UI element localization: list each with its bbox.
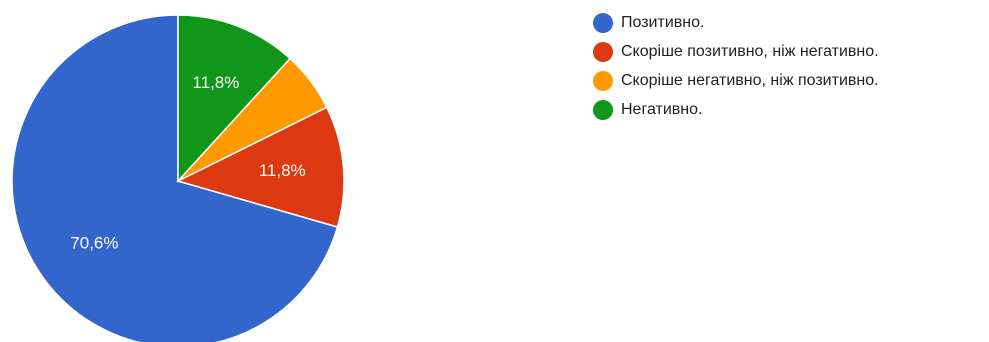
- legend-item-0: Позитивно.: [593, 8, 879, 37]
- legend-item-2: Скоріше негативно, ніж позитивно.: [593, 66, 879, 95]
- legend-dot-icon: [593, 70, 613, 91]
- pie-slice-labels: 70,6% 11,8% 11,8%: [70, 73, 305, 252]
- pie-slices: [11, 14, 345, 342]
- legend-dot-icon: [593, 99, 613, 120]
- legend-label: Позитивно.: [621, 13, 705, 31]
- pie-slice-label-0: 70,6%: [70, 233, 118, 252]
- legend-item-3: Негативно.: [593, 95, 879, 124]
- legend-dot-icon: [593, 12, 613, 33]
- pie-slice-0: [11, 14, 339, 342]
- legend-label: Скоріше позитивно, ніж негативно.: [621, 42, 879, 60]
- pie-slice-label-3: 11,8%: [192, 73, 239, 92]
- chart-legend: Позитивно. Скоріше позитивно, ніж негатив…: [593, 8, 879, 124]
- pie-slice-label-1: 11,8%: [259, 161, 306, 180]
- legend-dot-icon: [593, 41, 613, 62]
- legend-label: Негативно.: [621, 100, 703, 118]
- pie-slice-3: [177, 14, 292, 183]
- legend-item-1: Скоріше позитивно, ніж негативно.: [593, 37, 879, 66]
- legend-label: Скоріше негативно, ніж позитивно.: [621, 71, 879, 89]
- pie-slice-1: [175, 106, 345, 228]
